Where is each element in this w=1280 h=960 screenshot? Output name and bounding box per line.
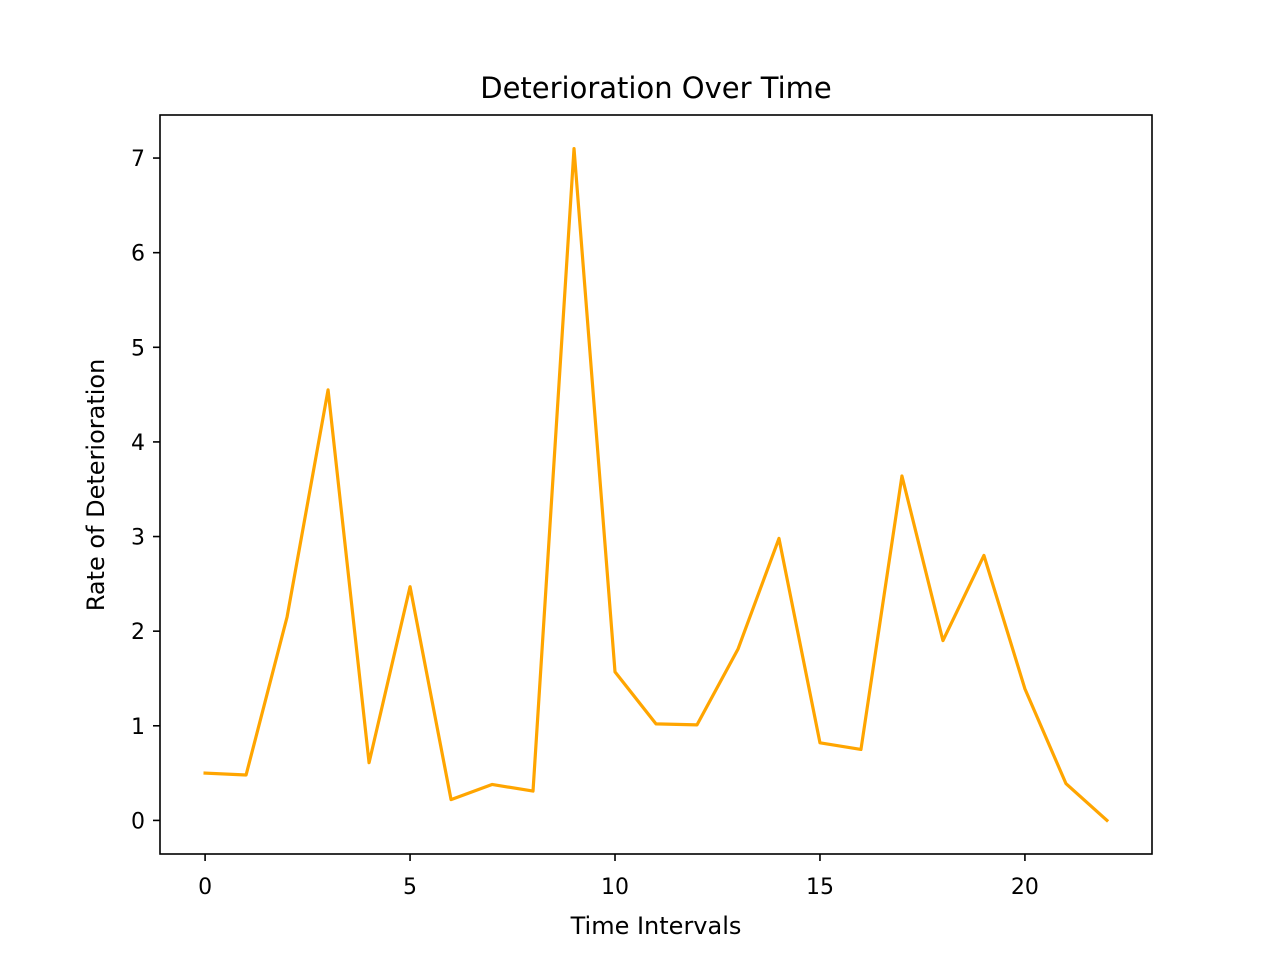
y-tick-label: 1 (131, 715, 145, 740)
y-tick-label: 5 (131, 336, 145, 361)
x-tick-label: 15 (806, 875, 834, 900)
chart-title: Deterioration Over Time (480, 71, 832, 105)
y-tick-label: 4 (131, 431, 145, 456)
plot-area: 0 5 10 15 20 0 1 2 3 4 5 6 7 (131, 114, 1153, 900)
x-tick-label: 10 (601, 875, 629, 900)
y-tick-label: 7 (131, 147, 145, 172)
y-tick-label: 2 (131, 620, 145, 645)
x-tick-label: 5 (403, 875, 417, 900)
y-tick-label: 3 (131, 526, 145, 551)
y-tick-label: 6 (131, 242, 145, 267)
x-tick-label: 0 (198, 875, 212, 900)
x-axis-label: Time Intervals (570, 912, 742, 940)
y-tick-label: 0 (131, 809, 145, 834)
axes-frame (159, 114, 1153, 855)
y-axis-label: Rate of Deterioration (82, 359, 110, 612)
x-tick-label: 20 (1011, 875, 1039, 900)
series-line-0 (203, 146, 1110, 823)
